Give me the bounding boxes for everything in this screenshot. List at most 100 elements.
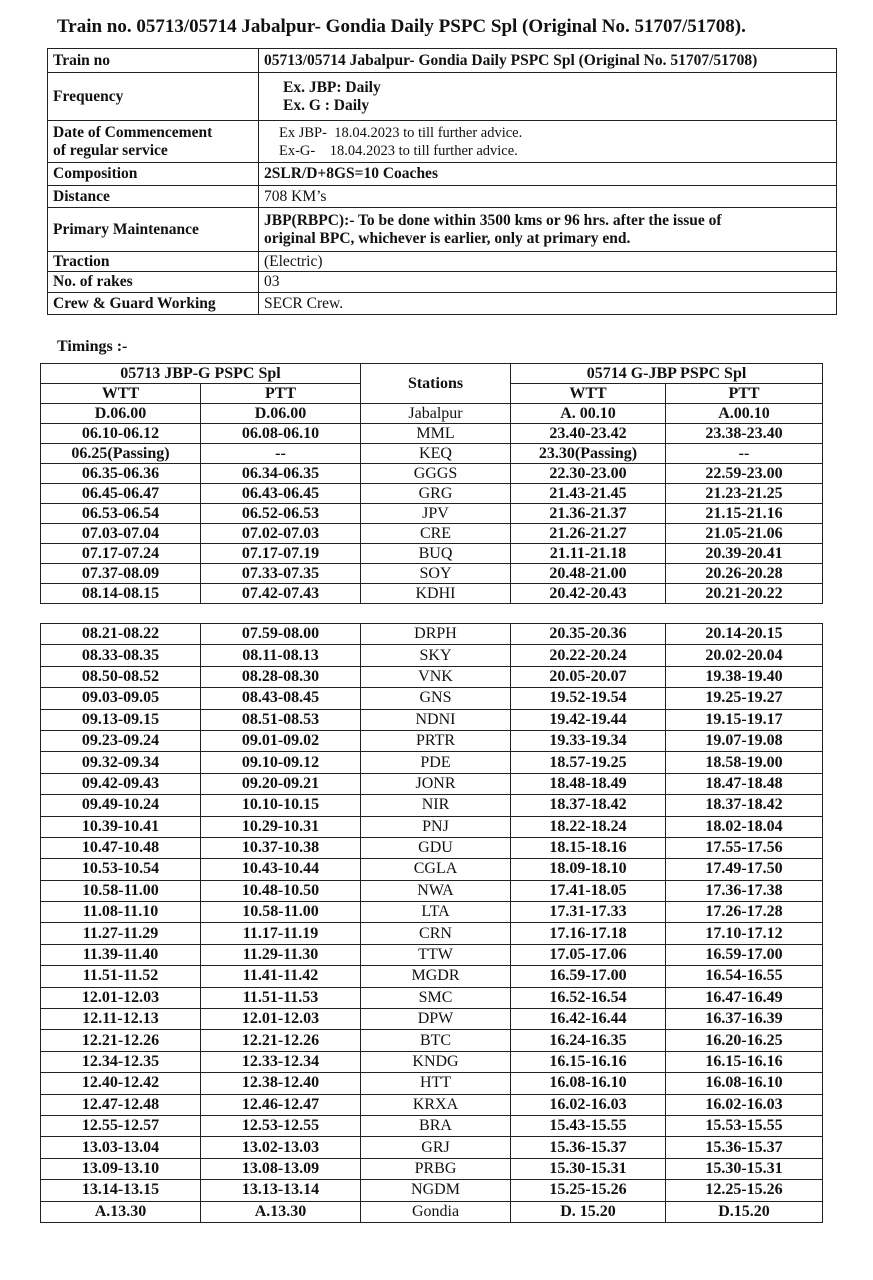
time: 21.15-21.16 xyxy=(664,503,824,524)
station: JONR xyxy=(360,772,511,796)
time: 08.43-08.45 xyxy=(200,687,361,710)
timing-row: 09.23-09.24 09.01-09.02 PRTR 19.33-19.34 19.… xyxy=(40,729,823,753)
info-value: SECR Crew. xyxy=(258,292,837,315)
timing-row: 10.58-11.00 10.48-10.50 NWA 17.41-18.05 17.3… xyxy=(40,879,823,903)
timing-row: 09.49-10.24 10.10-10.15 NIR 18.37-18.42 18.3… xyxy=(40,794,823,817)
time: 12.25-15.26 xyxy=(665,1179,823,1202)
time: 15.30-15.31 xyxy=(665,1157,823,1181)
time: 12.33-12.34 xyxy=(200,1050,361,1074)
timing-row: A.13.30 A.13.30 Gondia D. 15.20 D.15.20 xyxy=(40,1200,823,1223)
time: 17.49-17.50 xyxy=(665,858,823,881)
timing-row: 07.37-08.09 07.33-07.35 SOY 20.48-21.00 20.2… xyxy=(40,563,824,584)
header-up: 05713 JBP-G PSPC Spl xyxy=(40,363,361,384)
time: 18.58-19.00 xyxy=(665,751,823,774)
time: 06.10-06.12 xyxy=(40,423,201,444)
info-table: Train no 05713/05714 Jabalpur- Gondia Dai… xyxy=(47,48,837,315)
station: DRPH xyxy=(360,622,511,646)
time: 16.59-17.00 xyxy=(665,943,823,967)
info-row: Date of Commencement of regular service Ex… xyxy=(47,120,837,163)
time: 09.03-09.05 xyxy=(40,687,201,710)
time: 20.22-20.24 xyxy=(510,644,666,667)
info-label: Primary Maintenance xyxy=(47,207,259,252)
label-line: Distance xyxy=(53,187,110,205)
time: 09.13-09.15 xyxy=(40,708,201,731)
time: 19.42-19.44 xyxy=(510,708,666,731)
timing-row: 12.21-12.26 12.21-12.26 BTC 16.24-16.35 16.2… xyxy=(40,1029,823,1052)
time: 13.13-13.14 xyxy=(200,1179,361,1202)
time: 07.42-07.43 xyxy=(200,583,361,604)
time: 09.01-09.02 xyxy=(200,729,361,753)
timing-row: 10.47-10.48 10.37-10.38 GDU 18.15-18.16 17.5… xyxy=(40,836,823,860)
time: 16.20-16.25 xyxy=(665,1029,823,1052)
time: 20.42-20.43 xyxy=(510,583,666,604)
value-line: original BPC, whichever is earlier, only… xyxy=(264,229,631,247)
station: BRA xyxy=(360,1114,511,1138)
timing-row: 09.13-09.15 08.51-08.53 NDNI 19.42-19.44 19.… xyxy=(40,708,823,731)
time: 12.47-12.48 xyxy=(40,1093,201,1116)
timing-row: 12.40-12.42 12.38-12.40 HTT 16.08-16.10 16.0… xyxy=(40,1072,823,1095)
time: 21.36-21.37 xyxy=(510,503,666,524)
time: 08.14-08.15 xyxy=(40,583,201,604)
time: 20.02-20.04 xyxy=(665,644,823,667)
time: 12.34-12.35 xyxy=(40,1050,201,1074)
value-line: 708 KM’s xyxy=(264,187,327,205)
station: KDHI xyxy=(360,583,511,604)
time: 17.16-17.18 xyxy=(510,922,666,945)
label-line: Date of Commencement xyxy=(53,123,213,141)
time: 21.11-21.18 xyxy=(510,543,666,564)
time: 19.38-19.40 xyxy=(665,665,823,689)
value-line: Ex JBP- 18.04.2023 to till further advic… xyxy=(279,124,523,141)
info-value: 05713/05714 Jabalpur- Gondia Daily PSPC … xyxy=(258,48,837,73)
time: 18.47-18.48 xyxy=(665,772,823,796)
time: 06.35-06.36 xyxy=(40,463,201,484)
info-row: Crew & Guard Working SECR Crew. xyxy=(47,292,837,315)
time: 07.59-08.00 xyxy=(200,622,361,646)
timing-row: 08.33-08.35 08.11-08.13 SKY 20.22-20.24 20.0… xyxy=(40,644,823,667)
time: 12.21-12.26 xyxy=(200,1029,361,1052)
time: A.13.30 xyxy=(200,1200,361,1223)
station: SKY xyxy=(360,644,511,667)
time: 17.05-17.06 xyxy=(510,943,666,967)
value-line: Ex. JBP: Daily xyxy=(283,78,381,96)
time: 12.55-12.57 xyxy=(40,1114,201,1138)
time: 10.29-10.31 xyxy=(200,815,361,838)
station: GNS xyxy=(360,687,511,710)
time: 16.47-16.49 xyxy=(665,986,823,1010)
time: 11.39-11.40 xyxy=(40,943,201,967)
time: 18.37-18.42 xyxy=(665,794,823,817)
time: 07.17-07.19 xyxy=(200,543,361,564)
time: 17.36-17.38 xyxy=(665,879,823,903)
time: 18.15-18.16 xyxy=(510,836,666,860)
station: MML xyxy=(360,423,511,444)
info-label: Train no xyxy=(47,48,259,73)
info-row: Train no 05713/05714 Jabalpur- Gondia Dai… xyxy=(47,48,837,73)
station: CGLA xyxy=(360,858,511,881)
time: 19.52-19.54 xyxy=(510,687,666,710)
time: 22.59-23.00 xyxy=(664,463,824,484)
time: 20.14-20.15 xyxy=(665,622,823,646)
timing-row: 08.14-08.15 07.42-07.43 KDHI 20.42-20.43 20.… xyxy=(40,583,824,604)
time: 18.48-18.49 xyxy=(510,772,666,796)
info-row: No. of rakes 03 xyxy=(47,271,837,293)
station: Gondia xyxy=(360,1200,511,1223)
time: 09.20-09.21 xyxy=(200,772,361,796)
info-label: Distance xyxy=(47,185,259,208)
label-line: Frequency xyxy=(53,87,124,105)
time: 16.02-16.03 xyxy=(665,1093,823,1116)
station: GRJ xyxy=(360,1136,511,1159)
time: 17.31-17.33 xyxy=(510,901,666,924)
time: 09.32-09.34 xyxy=(40,751,201,774)
info-label: Date of Commencement of regular service xyxy=(47,120,259,163)
timing-row: 08.50-08.52 08.28-08.30 VNK 20.05-20.07 19.3… xyxy=(40,665,823,689)
station: JPV xyxy=(360,503,511,524)
time: 13.03-13.04 xyxy=(40,1136,201,1159)
station: GRG xyxy=(360,483,511,504)
time: 12.21-12.26 xyxy=(40,1029,201,1052)
time: 13.14-13.15 xyxy=(40,1179,201,1202)
station: CRN xyxy=(360,922,511,945)
station: LTA xyxy=(360,901,511,924)
timing-row: 10.53-10.54 10.43-10.44 CGLA 18.09-18.10 17.… xyxy=(40,858,823,881)
station: VNK xyxy=(360,665,511,689)
time: 07.33-07.35 xyxy=(200,563,361,584)
time: 12.01-12.03 xyxy=(200,1008,361,1031)
